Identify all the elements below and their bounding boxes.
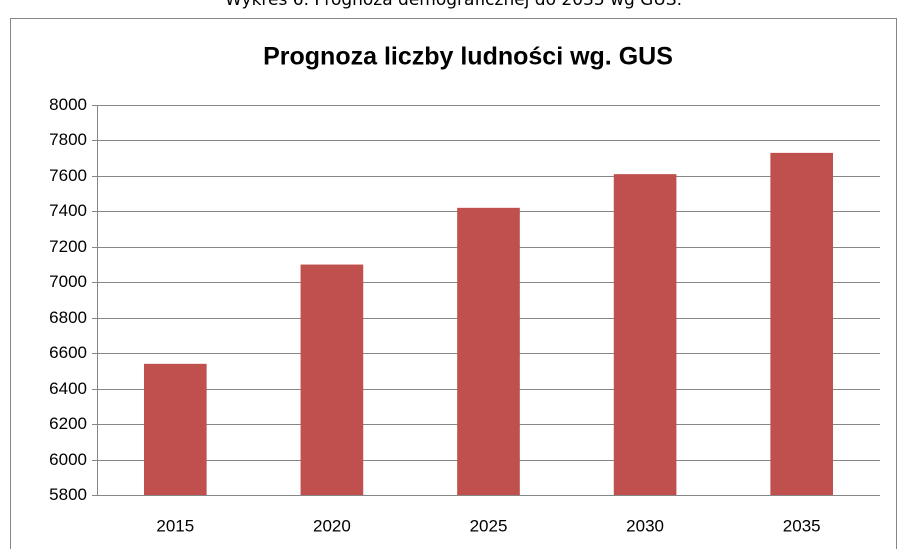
- y-tick-label: 6400: [49, 379, 87, 398]
- bar: [300, 264, 364, 495]
- bar: [770, 152, 834, 495]
- y-tick-label: 6000: [49, 450, 87, 469]
- y-tick-label: 6800: [49, 308, 87, 327]
- x-tick-label: 2035: [783, 516, 821, 535]
- bar: [613, 174, 677, 496]
- y-tick-label: 7000: [49, 272, 87, 291]
- y-tick-label: 7800: [49, 130, 87, 149]
- y-tick-label: 6600: [49, 343, 87, 362]
- y-tick-label: 5800: [49, 485, 87, 504]
- caption: Wykres 6. Prognoza demograficznej do 203…: [225, 0, 682, 10]
- chart-border: [10, 18, 897, 549]
- x-tick-label: 2020: [313, 516, 351, 535]
- y-tick-label: 7600: [49, 166, 87, 185]
- y-tick-label: 7200: [49, 237, 87, 256]
- bar: [143, 363, 207, 495]
- chart-title: Prognoza liczby ludności wg. GUS: [263, 43, 673, 71]
- x-tick-label: 2030: [626, 516, 664, 535]
- y-tick-label: 8000: [49, 95, 87, 114]
- y-tick-label: 7400: [49, 201, 87, 220]
- bar: [457, 207, 520, 495]
- x-tick-label: 2015: [156, 516, 194, 535]
- y-tick-label: 6200: [49, 414, 87, 433]
- x-tick-label: 2025: [470, 516, 508, 535]
